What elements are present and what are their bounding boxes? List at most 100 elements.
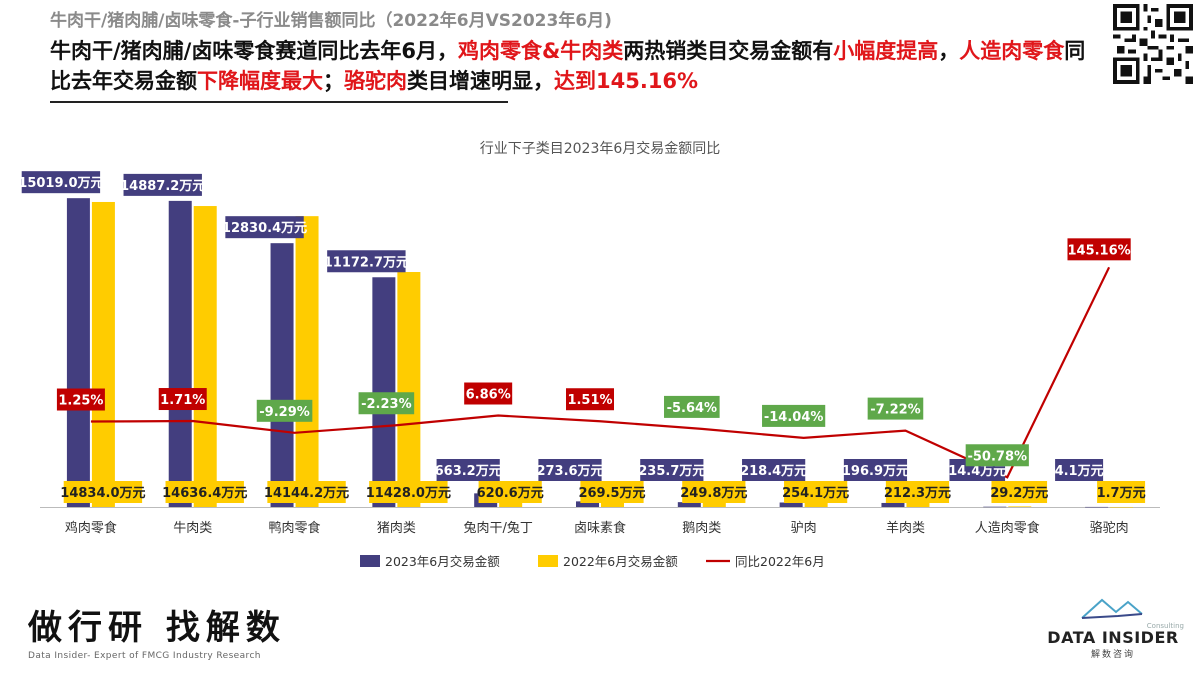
- yoy-line: [90, 266, 1111, 479]
- headline-highlight: 骆驼肉: [344, 69, 407, 93]
- bar-2022: [91, 201, 115, 507]
- qr-code-icon: [1113, 4, 1193, 84]
- brand-title: 做行研 找解数: [28, 608, 286, 648]
- x-tick-label: 兔肉干/兔丁: [463, 521, 532, 536]
- bar-2023: [168, 200, 192, 507]
- x-tick-label: 羊肉类: [886, 520, 925, 536]
- brand-subtitle: Data Insider- Expert of FMCG Industry Re…: [28, 651, 261, 661]
- data-label-2023: 12830.4万元: [222, 221, 307, 236]
- bar-2023: [779, 502, 803, 507]
- page-subtitle: 牛肉干/猪肉脯/卤味零食-子行业销售额同比（2022年6月VS2023年6月): [50, 11, 612, 31]
- data-label-2022-bg: [991, 481, 1048, 503]
- data-label-2022-bg: [63, 481, 143, 503]
- yoy-label-bg: [358, 392, 415, 415]
- bar-2023: [270, 243, 294, 507]
- headline-highlight: 下降幅度最大: [197, 69, 323, 93]
- data-label-2023-bg: [742, 459, 806, 481]
- chart-title: 行业下子类目2023年6月交易金额同比: [480, 140, 721, 157]
- bar-2022: [1110, 506, 1134, 508]
- x-tick-label: 卤味素食: [574, 520, 626, 536]
- data-label-2023: 196.9万元: [842, 464, 909, 479]
- headline-highlight: 小幅度提高: [833, 39, 939, 63]
- yoy-label-bg: [867, 397, 924, 420]
- x-tick-label: 驴肉: [791, 520, 817, 536]
- yoy-label-bg: [1067, 238, 1131, 261]
- headline-text: 同比去年交易金额: [50, 39, 1086, 93]
- data-label-2022-bg: [784, 481, 848, 503]
- data-label-2023: 11172.7万元: [324, 255, 409, 270]
- headline-text: ，: [938, 39, 960, 63]
- data-insider-logo: Consulting DATA INSIDER 解数咨询: [1038, 596, 1188, 660]
- bar-2022: [193, 206, 217, 507]
- data-label-2022: 269.5万元: [578, 486, 645, 501]
- data-label-2023: 235.7万元: [638, 464, 705, 479]
- bar-2022: [906, 502, 930, 507]
- yoy-label-bg: [566, 388, 614, 411]
- headline-highlight: 人造肉零食: [959, 39, 1065, 63]
- data-label-2022-bg: [885, 481, 950, 503]
- data-label-2023-bg: [436, 459, 500, 481]
- data-label-2022-bg: [478, 481, 542, 503]
- legend-swatch-2023: [360, 555, 380, 567]
- yoy-label: 1.51%: [567, 393, 612, 408]
- logo-tag: Consulting: [1146, 622, 1184, 630]
- data-label-2022: 1.7万元: [1097, 486, 1146, 501]
- headline: 牛肉干/猪肉脯/卤味零食赛道同比去年6月，鸡肉零食&牛肉类两热销类目交易金额有小…: [50, 36, 1100, 96]
- data-label-2023: 4.1万元: [1055, 464, 1104, 479]
- yoy-label-bg: [158, 388, 207, 411]
- logo-name: DATA INSIDER: [1047, 628, 1179, 647]
- bar-2022: [702, 501, 726, 507]
- x-tick-label: 鸡肉零食: [65, 520, 117, 536]
- data-label-2022: 14636.4万元: [162, 486, 247, 501]
- bar-2023: [677, 502, 701, 507]
- data-label-2023-bg: [123, 173, 202, 196]
- x-tick-label: 骆驼肉: [1090, 520, 1129, 536]
- yoy-label-bg: [256, 399, 313, 422]
- bar-2023: [983, 506, 1007, 508]
- data-label-2023: 15019.0万元: [18, 176, 103, 191]
- x-tick-label: 牛肉类: [173, 521, 212, 536]
- data-label-2022-bg: [580, 481, 644, 503]
- data-label-2022: 620.6万元: [477, 486, 544, 501]
- x-tick-label: 鸭肉零食: [269, 520, 321, 536]
- yoy-label: -14.04%: [764, 410, 824, 425]
- bar-2023: [372, 277, 396, 507]
- yoy-label-bg: [965, 444, 1029, 467]
- data-label-2022: 14834.0万元: [60, 486, 145, 501]
- yoy-label: 1.71%: [160, 393, 205, 408]
- yoy-label: -5.64%: [667, 401, 718, 416]
- x-tick-label: 猪肉类: [377, 521, 416, 536]
- data-label-2023-bg: [843, 459, 908, 481]
- data-label-2022: 212.3万元: [884, 486, 951, 501]
- yoy-label-bg: [762, 404, 826, 427]
- bar-2023: [881, 502, 905, 507]
- data-label-2022-bg: [267, 481, 346, 503]
- bar-2023: [1085, 506, 1109, 508]
- data-label-2022-bg: [1097, 481, 1146, 503]
- data-label-2022: 11428.0万元: [366, 486, 451, 501]
- data-label-2022: 254.1万元: [782, 486, 849, 501]
- brand-block: 做行研 找解数 Data Insider- Expert of FMCG Ind…: [28, 600, 286, 661]
- data-label-2023: 218.4万元: [740, 464, 807, 479]
- bar-2022: [397, 272, 421, 507]
- data-label-2023-bg: [225, 216, 304, 239]
- legend-label-2023: 2023年6月交易金额: [385, 554, 500, 569]
- yoy-label: -7.22%: [870, 403, 921, 418]
- data-label-2022-bg: [165, 481, 244, 503]
- data-label-2023: 273.6万元: [536, 464, 603, 479]
- x-tick-label: 鹅肉类: [682, 520, 721, 536]
- yoy-label-bg: [464, 382, 513, 405]
- headline-highlight: 鸡肉零食&牛肉类: [457, 39, 624, 63]
- bar-2022: [601, 501, 624, 507]
- data-label-2023: 14887.2万元: [120, 179, 205, 194]
- yoy-label: 1.25%: [58, 394, 103, 409]
- data-label-2022-bg: [682, 481, 746, 503]
- data-label-2023-bg: [538, 459, 602, 481]
- headline-underline: [50, 101, 508, 103]
- headline-highlight: 达到145.16%: [554, 69, 699, 93]
- headline-text: 牛肉干/猪肉脯/卤味零食赛道同比去年6月，: [50, 39, 458, 63]
- yoy-label: -50.78%: [967, 449, 1027, 464]
- data-label-2022-bg: [369, 481, 448, 503]
- data-label-2023: 663.2万元: [435, 464, 502, 479]
